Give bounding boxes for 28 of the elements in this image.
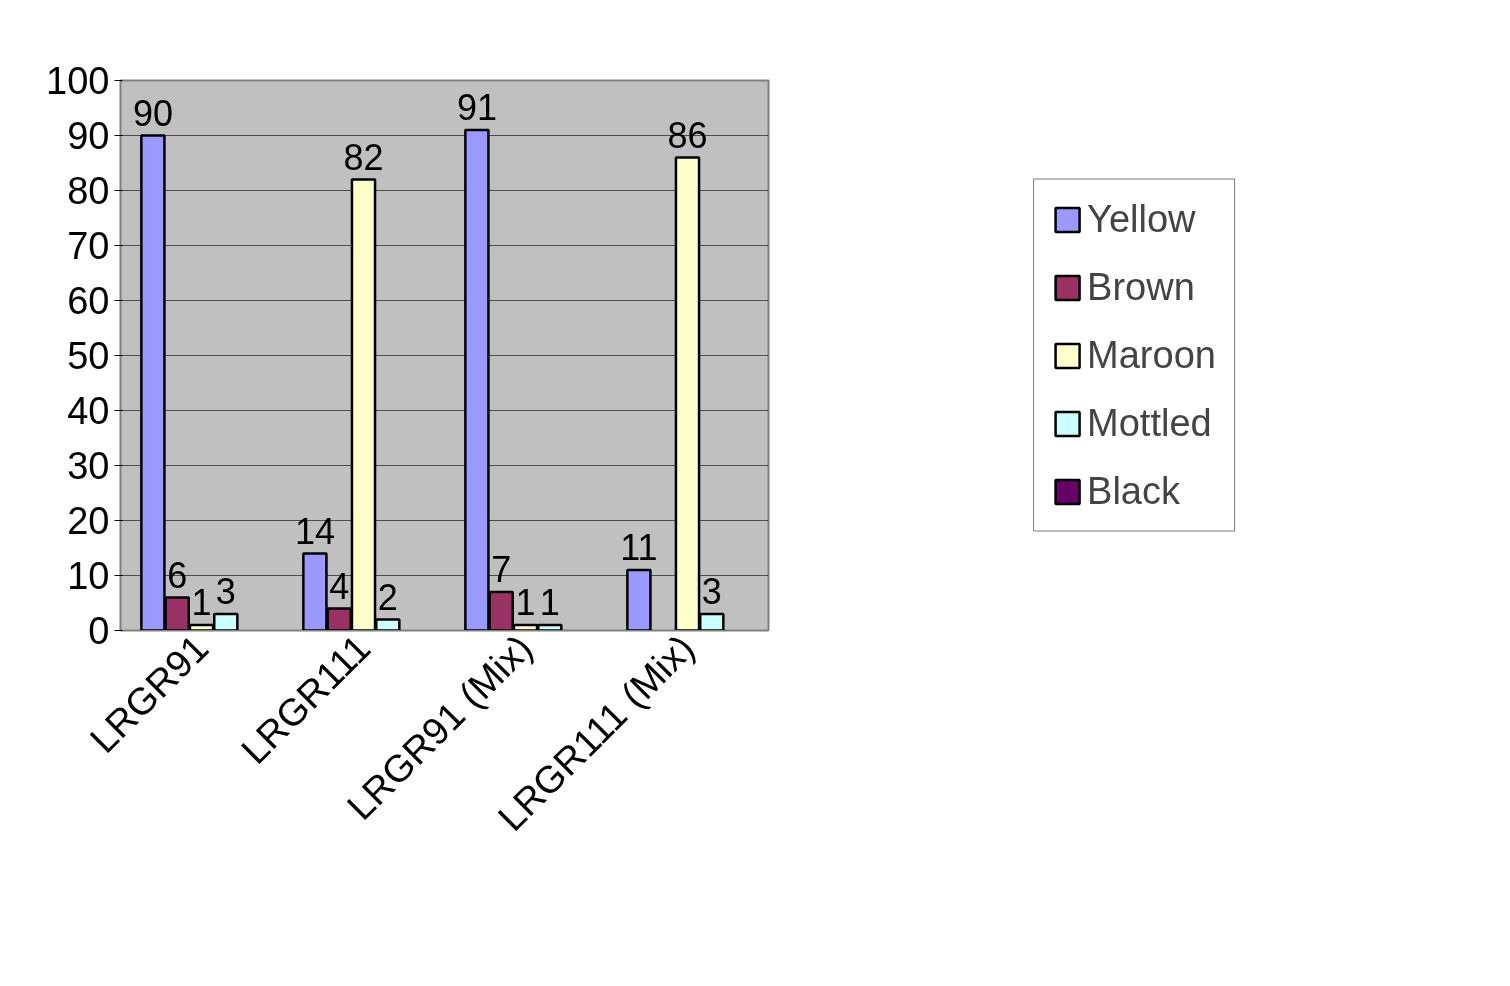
data-label: 1: [191, 582, 212, 623]
data-label: 3: [701, 571, 722, 612]
y-tick-label: 20: [67, 500, 110, 542]
data-label: 3: [215, 571, 236, 612]
data-label: 90: [132, 92, 173, 134]
y-tick-label: 70: [67, 225, 110, 267]
legend-label: Black: [1087, 469, 1180, 513]
legend-label: Mottled: [1087, 401, 1212, 445]
legend-label: Yellow: [1087, 197, 1196, 241]
y-tick-label: 50: [67, 335, 110, 377]
y-tick-label: 80: [67, 170, 110, 212]
legend-label: Brown: [1087, 265, 1195, 309]
data-label: 82: [343, 136, 384, 178]
y-tick-label: 60: [67, 280, 110, 322]
y-tick-label: 10: [67, 555, 110, 597]
data-label: 11: [620, 527, 658, 568]
data-label: 1: [515, 582, 536, 623]
data-label: 14: [294, 510, 335, 552]
data-label: 91: [456, 87, 497, 128]
y-tick-label: 30: [67, 445, 110, 487]
y-tick-label: 40: [67, 390, 110, 432]
data-label: 4: [329, 565, 350, 607]
bar: [626, 568, 652, 631]
y-tick-label: 100: [46, 60, 110, 102]
data-label: 1: [539, 582, 560, 623]
y-tick-label: 90: [67, 115, 110, 157]
data-label: 2: [377, 576, 398, 618]
legend-label: Maroon: [1087, 333, 1216, 377]
